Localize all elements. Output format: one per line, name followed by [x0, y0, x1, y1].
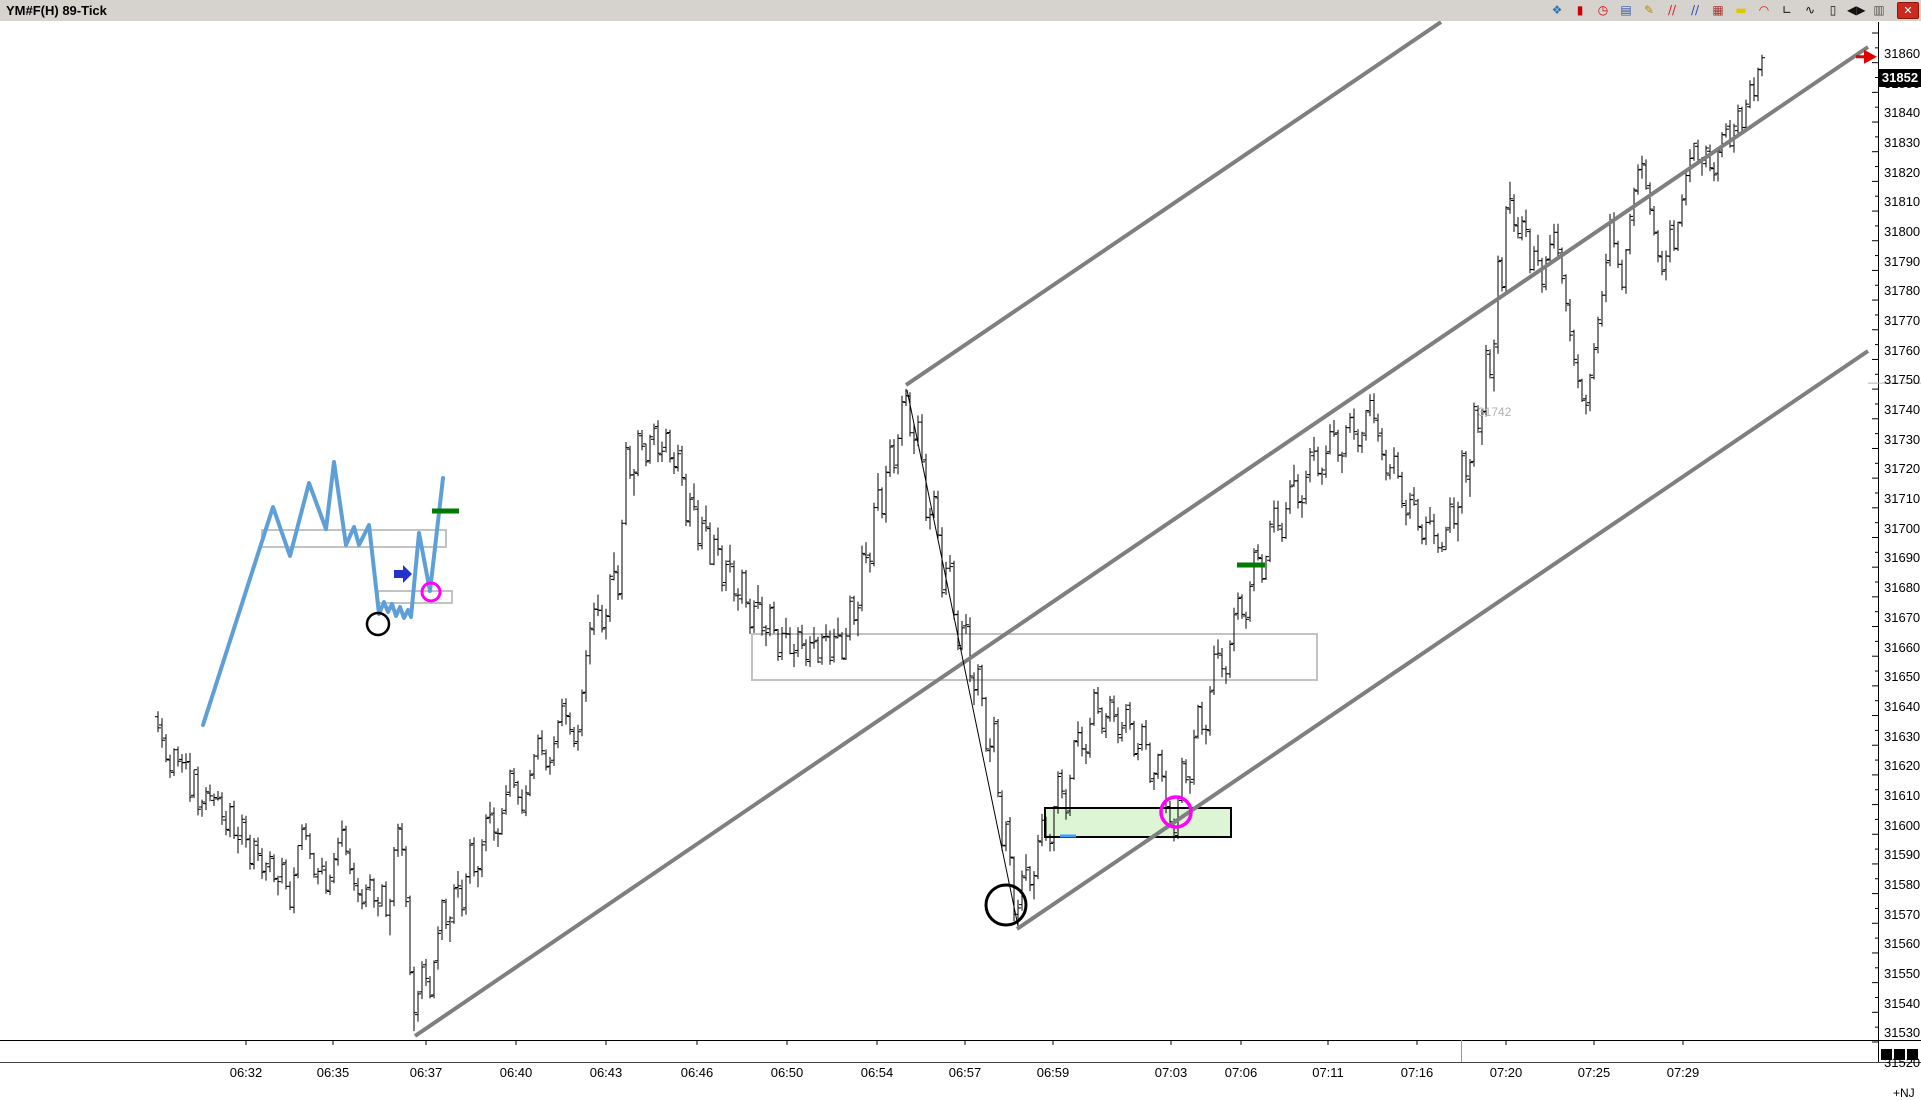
time-axis-label: 06:37	[409, 1065, 443, 1080]
price-axis-label: 31640	[1884, 698, 1921, 714]
blue-right-arrow	[394, 565, 412, 583]
price-axis-label: 31570	[1884, 906, 1921, 922]
time-axis-label: 06:35	[316, 1065, 350, 1080]
retest-entry-circle	[1159, 795, 1193, 829]
current-price-arrow	[1864, 49, 1877, 64]
pattern-projection-line[interactable]	[201, 460, 445, 727]
time-axis-label: 07:06	[1224, 1065, 1258, 1080]
median-channel-line[interactable]	[413, 45, 1870, 1038]
price-axis-label: 31760	[1884, 342, 1921, 358]
price-axis-label: 31740	[1884, 402, 1921, 418]
chart-title: YM#F(H) 89-Tick	[6, 3, 107, 18]
price-axis-label: 31820	[1884, 164, 1921, 180]
price-axis-label: 31520	[1884, 1054, 1921, 1070]
price-axis-label: 31540	[1884, 995, 1921, 1011]
price-axis-label: 31800	[1884, 224, 1921, 240]
time-axis-label: 07:29	[1666, 1065, 1700, 1080]
price-axis-label: 31780	[1884, 283, 1921, 299]
price-axis-label: 31770	[1884, 313, 1921, 329]
price-axis-label: 31700	[1884, 520, 1921, 536]
rectangle-icon[interactable]: ▬	[1735, 3, 1747, 17]
price-axis-label: 31650	[1884, 669, 1921, 685]
time-axis-label: 06:43	[589, 1065, 623, 1080]
swing-low-circle	[984, 883, 1028, 927]
time-axis-label: 07:03	[1154, 1065, 1188, 1080]
candle-icon[interactable]: ▯	[1829, 3, 1837, 17]
pattern-retest-circle	[420, 581, 442, 603]
time-axis-label: 06:54	[860, 1065, 894, 1080]
price-axis-label: 31710	[1884, 491, 1921, 507]
time-axis-label: 06:50	[770, 1065, 804, 1080]
red-parallel-lines-icon[interactable]: //	[1667, 3, 1677, 17]
title-bar: YM#F(H) 89-Tick ❖ ▮ ◷ ▤ ✎ // // ▦ ▬ ◠ ∟ ∿ ▯ ◀▶ ▥ ✕	[0, 0, 1921, 22]
angle-icon[interactable]: ∟	[1781, 3, 1793, 17]
price-axis-label: 31670	[1884, 609, 1921, 625]
close-icon[interactable]: ✕	[1897, 2, 1919, 19]
price-axis-label: 31810	[1884, 194, 1921, 210]
current-price-box: 31852	[1879, 68, 1921, 87]
price-axis-label: 31620	[1884, 758, 1921, 774]
price-axis-label: 31610	[1884, 787, 1921, 803]
price-axis-label: 31830	[1884, 135, 1921, 151]
time-axis-label: 06:57	[948, 1065, 982, 1080]
trendline-value-label: 31742	[1478, 405, 1512, 419]
time-axis-label: 06:32	[229, 1065, 263, 1080]
target-zone-box	[1044, 807, 1232, 838]
notes-icon[interactable]: ▤	[1620, 3, 1632, 17]
price-axis-label: 31860	[1884, 46, 1921, 61]
blue-parallel-lines-icon[interactable]: //	[1690, 3, 1700, 17]
price-axis-label: 31790	[1884, 253, 1921, 269]
time-axis-label: 07:20	[1489, 1065, 1523, 1080]
time-axis-label: 06:59	[1036, 1065, 1070, 1080]
price-axis-label: 31750	[1884, 372, 1921, 388]
scroll-handle-3[interactable]	[1907, 1049, 1918, 1060]
price-marker-icon[interactable]: ▮	[1576, 3, 1584, 17]
time-axis-label: 07:16	[1400, 1065, 1434, 1080]
lower-channel-line[interactable]	[1015, 349, 1870, 931]
price-axis-label: 31530	[1884, 1025, 1921, 1041]
clock-icon[interactable]: ◷	[1597, 3, 1609, 17]
pencil-icon[interactable]: ✎	[1643, 3, 1655, 17]
grid-icon[interactable]: ▦	[1712, 3, 1724, 17]
chart-area[interactable]: 3186031850318403183031820318103180031790…	[0, 21, 1921, 1100]
price-axis-label: 31720	[1884, 461, 1921, 477]
chart-svg	[0, 21, 1921, 1063]
palette-shapes-icon[interactable]: ❖	[1551, 3, 1563, 17]
scroll-handle-2[interactable]	[1894, 1049, 1905, 1060]
toolbar: ❖ ▮ ◷ ▤ ✎ // // ▦ ▬ ◠ ∟ ∿ ▯ ◀▶ ▥ ✕	[1548, 0, 1919, 21]
price-axis-label: 31730	[1884, 431, 1921, 447]
upper-channel-line[interactable]	[904, 21, 1443, 387]
price-axis-label: 31550	[1884, 965, 1921, 981]
time-axis-label: 06:46	[680, 1065, 714, 1080]
scroll-handle-1[interactable]	[1881, 1049, 1892, 1060]
price-axis-label: 31690	[1884, 550, 1921, 566]
time-axis-label: 07:25	[1577, 1065, 1611, 1080]
time-axis-label: 06:40	[499, 1065, 533, 1080]
zigzag-swing-line	[906, 389, 1019, 927]
zigzag-icon[interactable]: ∿	[1804, 3, 1816, 17]
status-corner-text: +NJ	[1893, 1086, 1915, 1100]
arc-icon[interactable]: ◠	[1758, 3, 1770, 17]
price-bars	[155, 54, 1765, 1032]
trash-icon[interactable]: ▥	[1873, 3, 1885, 17]
speaker-icon[interactable]: ◀▶	[1847, 3, 1866, 17]
time-axis-label: 07:11	[1312, 1065, 1344, 1080]
price-axis-label: 31580	[1884, 876, 1921, 892]
resistance-zone	[751, 633, 1318, 681]
price-axis-label: 31600	[1884, 817, 1921, 833]
price-axis-label: 31560	[1884, 936, 1921, 952]
price-axis-label: 31680	[1884, 580, 1921, 596]
pattern-low-circle	[365, 611, 391, 637]
price-axis-label: 31840	[1884, 105, 1921, 121]
price-axis-label: 31660	[1884, 639, 1921, 655]
price-axis-label: 31590	[1884, 847, 1921, 863]
price-axis-label: 31630	[1884, 728, 1921, 744]
